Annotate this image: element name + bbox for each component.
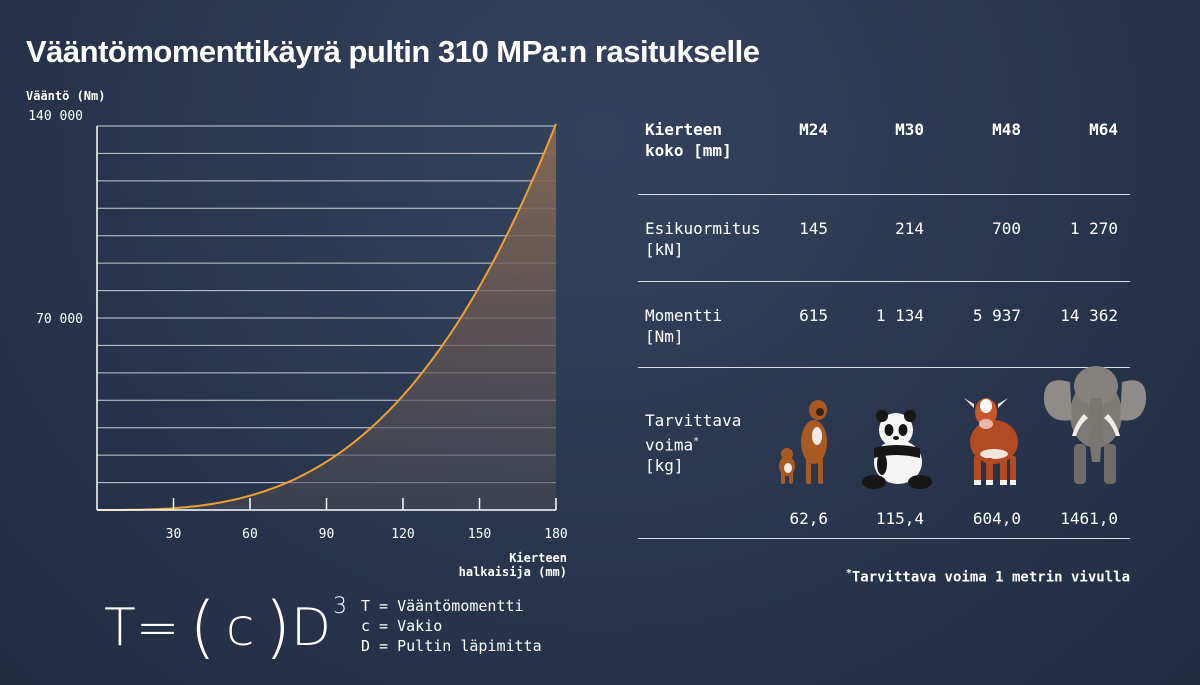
page-title: Vääntömomenttikäyrä pultin 310 MPa:n ras… — [26, 34, 760, 69]
area-fill — [97, 123, 556, 511]
footnote: *Tarvittava voima 1 metrin vivulla — [845, 568, 1130, 586]
y-axis-title: Vääntö (Nm) — [26, 89, 105, 103]
formula-exponent: 3 — [333, 593, 348, 619]
preload-value: 700 — [992, 219, 1021, 238]
table-row-moment: Momentti [Nm] 615 1 134 5 937 14 362 — [638, 282, 1130, 368]
preload-value: 214 — [895, 219, 924, 238]
x-tick-label: 60 — [242, 527, 258, 542]
header-label: Kierteen koko [mm] — [645, 120, 732, 160]
x-axis-title-line1: Kierteen — [509, 551, 567, 565]
force-label: Tarvittava voima* [kg] — [645, 411, 742, 476]
x-tick-label: 180 — [544, 527, 567, 542]
force-value: 62,6 — [789, 509, 828, 528]
torque-chart: 30 60 90 120 150 180 140 000 70 000 Vääntö (Nm)… — [26, 89, 568, 579]
formula-equals: = — [135, 598, 180, 658]
x-tick-label: 120 — [391, 527, 414, 542]
header-m64: M64 — [1089, 120, 1118, 139]
formula-d: D — [291, 598, 332, 658]
legend-item: T = Vääntömomentti — [361, 597, 524, 615]
table-row-preload: Esikuormitus [kN] 145 214 700 1 270 — [638, 195, 1130, 282]
x-tick-label: 90 — [319, 527, 335, 542]
torque-formula: T = ( c ) D 3 — [104, 588, 347, 668]
y-tick-label: 70 000 — [36, 312, 83, 327]
preload-value: 145 — [799, 219, 828, 238]
moment-value: 615 — [799, 306, 828, 325]
formula-c: c — [225, 598, 255, 658]
force-value: 604,0 — [972, 509, 1021, 528]
x-tick-label: 150 — [468, 527, 491, 542]
formula-t: T — [104, 598, 136, 658]
panda-icon — [862, 410, 932, 489]
formula-open-paren: ( — [189, 588, 216, 667]
legend-item: c = Vakio — [361, 617, 443, 635]
table-row-force: Tarvittava voima* [kg] — [638, 366, 1147, 539]
formula-close-paren: ) — [264, 588, 291, 667]
force-value: 115,4 — [875, 509, 924, 528]
cow-icon — [964, 398, 1018, 485]
x-axis-title-line2: halkaisija (mm) — [459, 565, 567, 579]
moment-label: Momentti [Nm] — [645, 306, 723, 346]
elephant-icon — [1043, 366, 1147, 484]
header-m24: M24 — [799, 120, 828, 139]
moment-value: 1 134 — [875, 306, 924, 325]
y-tick-label: 140 000 — [28, 109, 83, 124]
force-value: 1461,0 — [1060, 509, 1118, 528]
moment-value: 14 362 — [1060, 306, 1118, 325]
grid-lines — [97, 125, 556, 484]
preload-label: Esikuormitus [kN] — [645, 219, 761, 259]
formula-legend: T = Vääntömomentti c = Vakio D = Pultin … — [361, 596, 542, 656]
bolt-table: Kierteen koko [mm] M24 M30 M48 M64 Esiku… — [638, 110, 1147, 539]
table-header-row: Kierteen koko [mm] M24 M30 M48 M64 — [638, 110, 1130, 195]
legend-item: D = Pultin läpimitta — [361, 637, 542, 655]
header-m48: M48 — [992, 120, 1021, 139]
preload-value: 1 270 — [1069, 219, 1118, 238]
header-m30: M30 — [895, 120, 924, 139]
dog-icon — [779, 400, 827, 484]
moment-value: 5 937 — [972, 306, 1021, 325]
x-tick-label: 30 — [166, 527, 182, 542]
